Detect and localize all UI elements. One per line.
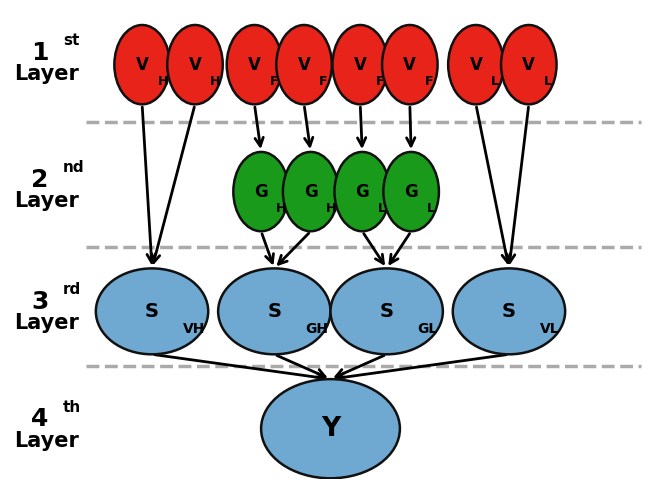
Text: rd: rd — [63, 282, 81, 297]
Ellipse shape — [453, 268, 565, 354]
Ellipse shape — [283, 152, 338, 231]
Text: F: F — [319, 75, 328, 88]
Ellipse shape — [382, 25, 438, 104]
Ellipse shape — [276, 25, 332, 104]
Text: th: th — [63, 399, 81, 415]
Text: V: V — [403, 56, 416, 74]
Text: V: V — [522, 56, 535, 74]
Text: L: L — [544, 75, 552, 88]
Ellipse shape — [501, 25, 557, 104]
Ellipse shape — [227, 25, 282, 104]
Text: 4: 4 — [31, 407, 48, 431]
Text: nd: nd — [63, 160, 85, 175]
Text: G: G — [356, 182, 369, 201]
Ellipse shape — [167, 25, 223, 104]
Ellipse shape — [218, 268, 330, 354]
Ellipse shape — [383, 152, 439, 231]
Text: Layer: Layer — [14, 313, 79, 333]
Text: V: V — [136, 56, 149, 74]
Text: 1: 1 — [31, 41, 48, 65]
Ellipse shape — [96, 268, 208, 354]
Text: S: S — [267, 302, 282, 321]
Ellipse shape — [332, 25, 388, 104]
Text: st: st — [63, 33, 79, 48]
Text: GL: GL — [418, 322, 438, 336]
Text: H: H — [326, 202, 336, 215]
Text: G: G — [405, 182, 418, 201]
Text: 2: 2 — [31, 168, 48, 192]
Text: 3: 3 — [31, 290, 48, 314]
Text: V: V — [188, 56, 202, 74]
Text: GH: GH — [305, 322, 329, 336]
Text: L: L — [426, 202, 434, 215]
Text: V: V — [248, 56, 261, 74]
Text: F: F — [270, 75, 278, 88]
Text: H: H — [210, 75, 221, 88]
Text: F: F — [425, 75, 434, 88]
Text: G: G — [254, 182, 268, 201]
Ellipse shape — [448, 25, 504, 104]
Ellipse shape — [233, 152, 289, 231]
Ellipse shape — [330, 268, 443, 354]
Text: Y: Y — [321, 416, 340, 442]
Text: VL: VL — [540, 322, 559, 336]
Text: G: G — [304, 182, 317, 201]
Text: Layer: Layer — [14, 191, 79, 211]
Text: H: H — [276, 202, 287, 215]
Text: S: S — [145, 302, 159, 321]
Text: VH: VH — [183, 322, 206, 336]
Text: Layer: Layer — [14, 64, 79, 84]
Text: V: V — [297, 56, 311, 74]
Ellipse shape — [334, 152, 390, 231]
Text: V: V — [469, 56, 483, 74]
Text: L: L — [377, 202, 385, 215]
Text: L: L — [491, 75, 499, 88]
Text: Layer: Layer — [14, 431, 79, 451]
Ellipse shape — [114, 25, 170, 104]
Ellipse shape — [261, 379, 400, 478]
Text: V: V — [354, 56, 367, 74]
Text: F: F — [375, 75, 384, 88]
Text: S: S — [379, 302, 394, 321]
Text: H: H — [157, 75, 168, 88]
Text: S: S — [502, 302, 516, 321]
